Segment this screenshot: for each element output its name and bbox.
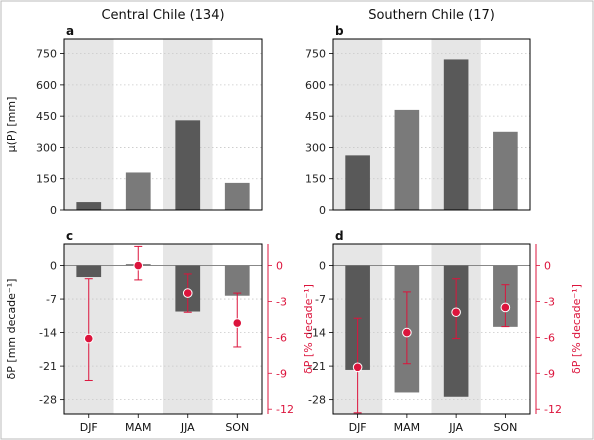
y-tick-label: 600 — [36, 79, 57, 92]
x-tick-label: DJF — [349, 421, 367, 434]
trend-point-son — [232, 318, 243, 328]
trend-point-djf — [352, 362, 363, 373]
y-tick-label: -28 — [39, 394, 57, 407]
y2-tick-label: -3 — [544, 295, 555, 308]
trend-point-djf — [83, 333, 94, 344]
axes-frame — [332, 38, 531, 211]
y-tick-label: -7 — [315, 293, 326, 306]
y-tick-label: -21 — [39, 360, 57, 373]
y2-axis-label: δP [% decade⁻¹] — [302, 284, 315, 374]
axes-frame — [63, 243, 263, 415]
bar-djf — [76, 265, 102, 278]
y-tick-label: 600 — [305, 79, 326, 92]
x-tick-label: MAM — [394, 421, 421, 434]
y-tick-label: 450 — [36, 110, 57, 123]
y-tick-label: -21 — [308, 360, 326, 373]
y-axis-label: μ(P) [mm] — [5, 97, 18, 153]
y-tick-label: -14 — [308, 327, 326, 340]
bar-jja — [443, 59, 469, 210]
panel-letter: a — [66, 24, 74, 38]
y-tick-label: -14 — [39, 327, 57, 340]
y-tick-label: -7 — [46, 293, 57, 306]
season-shade — [64, 39, 114, 210]
trend-point-mam — [133, 260, 144, 271]
trend-point-mam — [402, 327, 412, 338]
y2-tick-label: 0 — [544, 260, 551, 273]
y2-tick-label: -3 — [276, 295, 287, 308]
panel-title: Southern Chile (17) — [368, 8, 495, 23]
trend-point-jja — [451, 307, 461, 318]
x-tick-label: MAM — [125, 421, 152, 434]
y2-tick-label: -12 — [276, 403, 294, 416]
axes-frame — [332, 243, 531, 415]
bar-son — [224, 265, 250, 296]
x-tick-label: DJF — [80, 421, 98, 434]
x-tick-label: JJA — [448, 421, 463, 434]
trend-point-son — [500, 302, 511, 313]
trend-point-jja — [182, 288, 193, 298]
y-tick-label: 450 — [305, 110, 326, 123]
bar-mam — [394, 109, 420, 210]
y-tick-label: 150 — [36, 173, 57, 186]
bar-mam — [125, 172, 151, 210]
panel-title: Central Chile (134) — [101, 8, 224, 23]
y-axis-label: δP [mm decade⁻¹] — [5, 279, 18, 380]
y-tick-label: 0 — [50, 260, 57, 273]
x-tick-label: SON — [493, 421, 517, 434]
x-tick-label: SON — [225, 421, 249, 434]
y2-tick-label: -9 — [276, 367, 287, 380]
bar-djf — [76, 202, 102, 210]
panel-letter: b — [335, 24, 344, 38]
y2-tick-label: -6 — [544, 331, 555, 344]
y2-tick-label: 0 — [276, 260, 283, 273]
y-tick-label: 0 — [319, 260, 326, 273]
y-tick-label: 750 — [305, 48, 326, 61]
y-tick-label: 0 — [319, 204, 326, 217]
bar-son — [224, 182, 250, 210]
y-tick-label: 150 — [305, 173, 326, 186]
bar-djf — [345, 155, 370, 210]
y-tick-label: 300 — [305, 141, 326, 154]
y2-axis-label: δP [% decade⁻¹] — [570, 284, 583, 374]
y2-tick-label: -12 — [544, 403, 562, 416]
panel-letter: d — [335, 229, 344, 243]
panel-letter: c — [66, 229, 73, 243]
y-tick-label: 750 — [36, 48, 57, 61]
y-tick-label: 0 — [50, 204, 57, 217]
x-tick-label: JJA — [180, 421, 195, 434]
y2-tick-label: -9 — [544, 367, 555, 380]
y2-tick-label: -6 — [276, 331, 287, 344]
axes-frame — [63, 38, 263, 211]
y-tick-label: -28 — [308, 394, 326, 407]
y-tick-label: 300 — [36, 141, 57, 154]
bar-son — [493, 131, 518, 210]
bar-jja — [175, 120, 201, 210]
